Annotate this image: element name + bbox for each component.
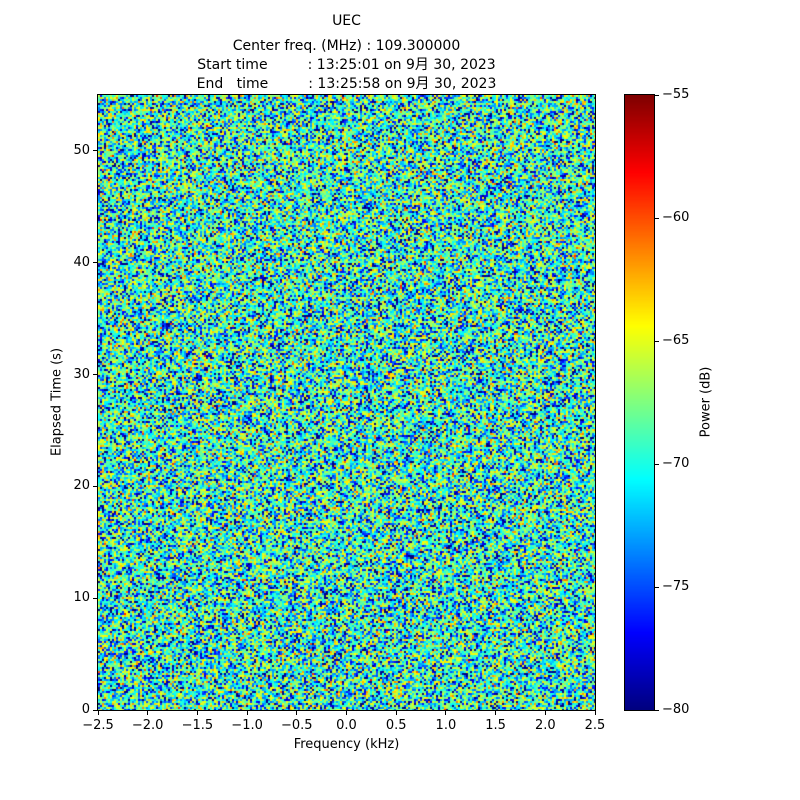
colorbar-tick-label: −65 xyxy=(662,333,690,348)
colorbar-tick xyxy=(655,463,659,465)
y-tick xyxy=(93,150,97,152)
x-tick-label: 1.5 xyxy=(485,718,506,733)
colorbar-tick xyxy=(655,586,659,588)
y-tick-label: 10 xyxy=(73,590,90,606)
y-tick xyxy=(93,597,97,599)
y-tick-label: 30 xyxy=(73,366,90,382)
y-tick-label: 0 xyxy=(81,702,90,717)
colorbar-label: Power (dB) xyxy=(698,366,714,438)
y-tick-label: 40 xyxy=(73,254,90,270)
x-tick xyxy=(495,711,497,715)
y-tick xyxy=(93,709,97,711)
x-tick-label: −1.5 xyxy=(181,718,214,733)
x-tick xyxy=(594,711,596,715)
x-tick-label: −1.0 xyxy=(231,718,263,733)
x-axis-label: Frequency (kHz) xyxy=(293,737,400,752)
y-tick-label: 50 xyxy=(73,142,90,158)
chart-subtitle-start-time: Start time : 13:25:01 on 9月 30, 2023 xyxy=(197,57,496,73)
x-tick-label: −2.0 xyxy=(131,718,164,733)
x-tick xyxy=(544,711,546,715)
x-tick xyxy=(196,711,198,715)
colorbar-image xyxy=(624,94,655,711)
colorbar-tick-label: −60 xyxy=(662,210,690,225)
x-tick-label: 1.0 xyxy=(435,718,457,733)
x-tick xyxy=(395,711,397,715)
y-tick xyxy=(93,485,97,487)
x-tick xyxy=(346,711,347,715)
x-tick xyxy=(97,711,99,715)
colorbar-tick xyxy=(655,709,659,711)
chart-subtitle-end-time: End time : 13:25:58 on 9月 30, 2023 xyxy=(196,76,497,92)
colorbar-tick-label: −70 xyxy=(662,456,690,471)
y-tick-label: 20 xyxy=(73,478,90,494)
x-tick xyxy=(246,711,248,715)
y-axis-label: Elapsed Time (s) xyxy=(49,347,65,457)
colorbar-tick xyxy=(655,94,659,96)
x-tick-label: −2.5 xyxy=(82,718,114,733)
x-tick xyxy=(147,711,149,715)
x-tick-label: −0.5 xyxy=(281,718,313,733)
colorbar-tick xyxy=(655,217,659,219)
x-tick-label: 2.0 xyxy=(534,718,556,733)
spectrogram-image xyxy=(97,94,596,711)
y-tick xyxy=(93,262,97,264)
y-tick xyxy=(93,374,97,376)
chart-subtitle-center-freq: Center freq. (MHz) : 109.300000 xyxy=(232,38,461,54)
colorbar-tick-label: −80 xyxy=(662,702,690,717)
colorbar-tick xyxy=(655,340,659,342)
chart-title: UEC xyxy=(332,13,361,29)
x-tick-label: 0.5 xyxy=(385,718,407,733)
colorbar-tick-label: −75 xyxy=(662,579,690,594)
x-tick-label: 2.5 xyxy=(584,718,606,733)
x-tick xyxy=(296,711,298,715)
colorbar-tick-label: −55 xyxy=(662,87,690,102)
x-tick xyxy=(445,711,447,715)
x-tick-label: 0.0 xyxy=(336,718,357,733)
